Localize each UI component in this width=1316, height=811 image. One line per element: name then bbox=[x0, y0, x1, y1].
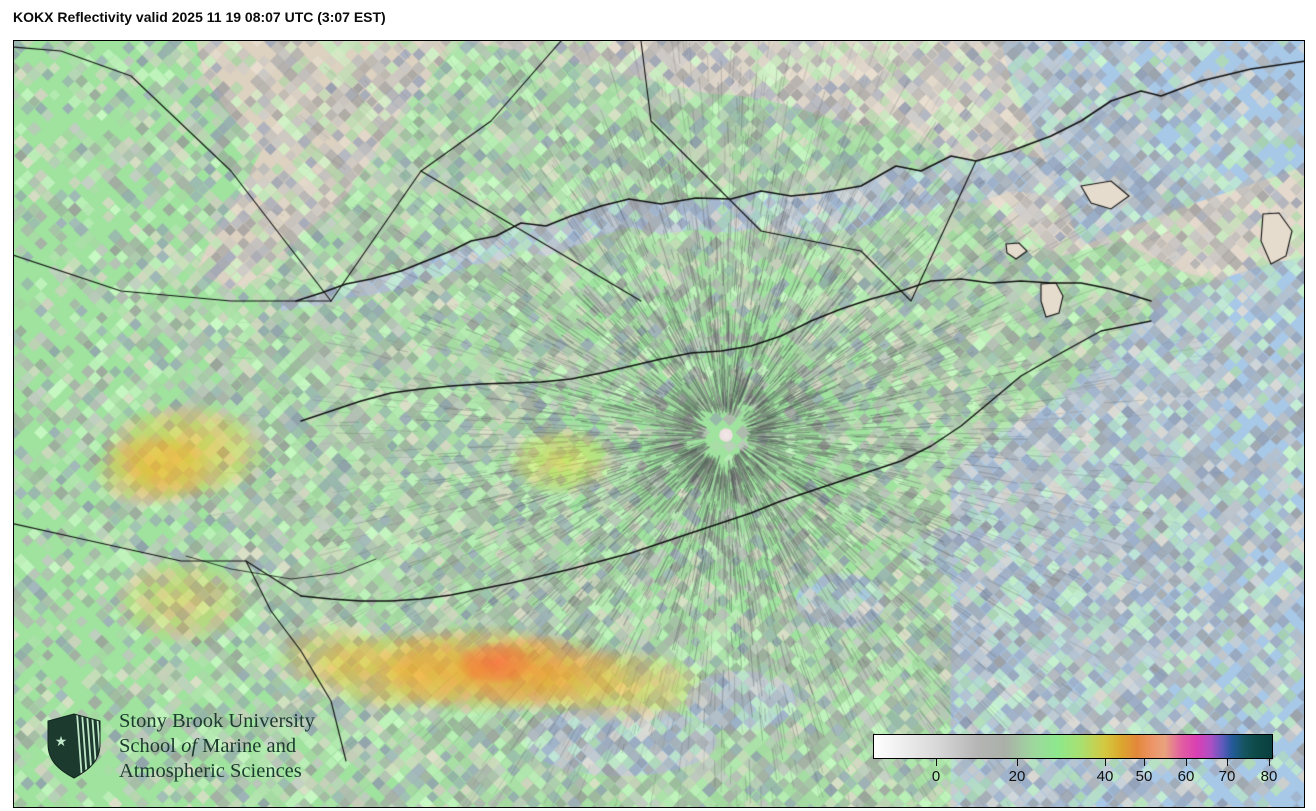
svg-text:★: ★ bbox=[55, 733, 68, 749]
